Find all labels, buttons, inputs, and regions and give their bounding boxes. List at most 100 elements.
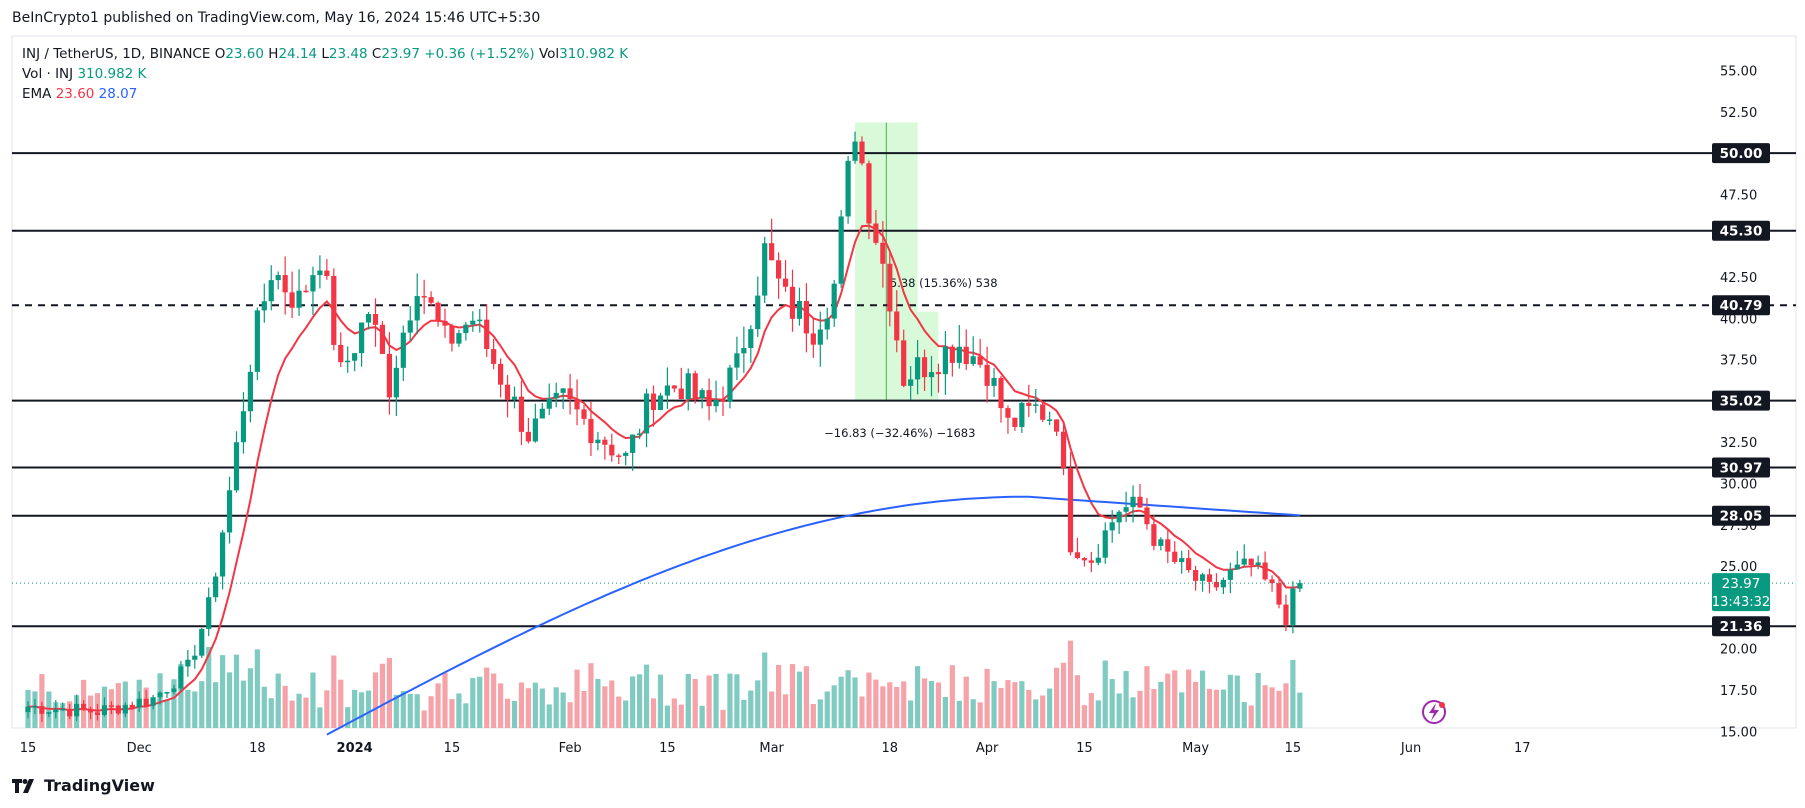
candle-body [928,372,935,378]
candle-body [1040,404,1046,420]
candle-body [824,318,830,330]
volume-bar [762,652,768,728]
candle-body [838,216,844,284]
volume-bar [143,687,149,728]
candle-body [1193,570,1199,581]
candle-body [25,706,31,713]
x-tick-label: Dec [127,741,152,756]
candle-body [796,300,803,319]
volume-bar [407,693,413,728]
candle-body [915,357,921,380]
volume-bar [720,709,726,728]
current-price-label: 23.97 [1722,576,1761,592]
volume-bar [233,654,240,728]
volume-bar [1026,689,1032,728]
candle-body [998,378,1004,409]
candle-body [504,384,511,400]
legend-symbol[interactable]: INJ / TetherUS, 1D, BINANCE [22,46,211,62]
volume-bar [852,677,858,728]
volume-bar [345,707,351,728]
candle-body [657,395,664,410]
legend-low-label: L [321,46,329,62]
candle-body [428,297,434,303]
volume-bar [414,694,420,728]
volume-bar [880,686,886,728]
volume-bar [220,655,226,728]
candle-body [261,301,267,311]
y-tick-label: 40.00 [1720,312,1757,327]
volume-bar [935,682,942,728]
candle-body [1123,507,1129,512]
volume-bar [657,674,664,728]
candle-body [303,290,309,293]
candle-body [1290,588,1296,625]
x-tick-label: 18 [249,741,266,756]
candle-body [1137,496,1143,508]
candle-body [379,324,386,354]
candle-body [776,260,782,279]
candle-body [345,360,351,363]
legend-volume-row[interactable]: Vol · INJ 310.982 K [22,64,628,84]
candle-body [1026,402,1032,406]
volume-bar [678,704,684,728]
candle-body [372,313,379,325]
candle-body [574,399,580,410]
candle-body [101,705,108,715]
legend-vol: 310.982 K [559,46,629,62]
y-tick-label: 32.50 [1720,436,1757,451]
y-tick-label: 52.50 [1720,106,1757,121]
volume-bar [963,676,969,728]
volume-bar [1283,683,1289,728]
candle-body [338,344,344,363]
volume-bar [511,701,518,728]
volume-bar [1269,687,1275,728]
candle-body [921,357,928,378]
volume-bar [247,668,253,728]
candle-body [678,388,684,400]
volume-bar [317,707,323,728]
candle-body [1262,562,1268,580]
tradingview-footer: TradingView [12,776,155,795]
volume-bar [949,665,955,728]
legend-ema-fast: 23.60 [55,86,95,102]
volume-bar [435,683,441,728]
level-label: 50.00 [1720,146,1763,162]
candle-body [532,418,538,442]
candle-body [254,310,260,372]
candle-body [1248,558,1254,565]
candle-body [352,353,358,361]
publisher-credit: BeInCrypto1 published on TradingView.com… [12,10,541,26]
volume-bar [185,689,191,728]
legend-high: 24.14 [278,46,318,62]
candle-body [1130,496,1136,508]
candle-body [803,300,809,334]
volume-bar [1074,675,1081,728]
x-tick-label: 15 [659,741,676,756]
x-tick-label: 18 [882,741,899,756]
volume-bar [1248,705,1254,728]
volume-bar [970,699,976,728]
volume-bar [706,675,712,728]
candle-body [53,709,59,713]
volume-bar [588,663,594,728]
volume-bar [782,694,789,728]
candle-body [1054,419,1060,432]
candle-body [1019,402,1025,427]
volume-bar [1206,688,1213,728]
volume-bar [727,673,733,728]
volume-bar [60,703,66,728]
candle-body [1033,404,1039,406]
volume-bar [129,705,135,728]
candle-body [1297,583,1303,589]
candle-body [963,346,969,365]
volume-bar [296,693,302,728]
volume-bar [803,666,809,728]
candle-body [782,278,789,287]
legend-ema-row[interactable]: EMA 23.60 28.07 [22,84,628,104]
volume-bar [998,687,1004,728]
level-label: 28.05 [1720,509,1763,525]
y-tick-label: 15.00 [1720,725,1757,740]
volume-bar [303,697,309,728]
candle-body [449,325,455,344]
